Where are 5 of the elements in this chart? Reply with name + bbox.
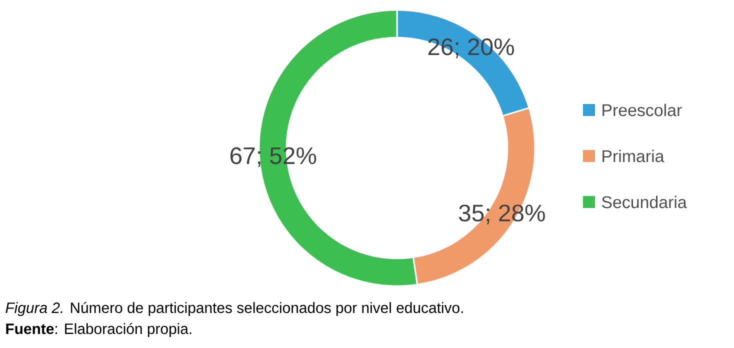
legend-label: Primaria [602, 150, 664, 162]
legend-label: Secundaria [602, 196, 687, 208]
legend-label: Preescolar [602, 104, 682, 116]
text: Fuente: Elaboración propia. [6, 322, 192, 338]
text: Figura 2. Número de participantes seleccionados por nivel educativo. [6, 302, 463, 316]
